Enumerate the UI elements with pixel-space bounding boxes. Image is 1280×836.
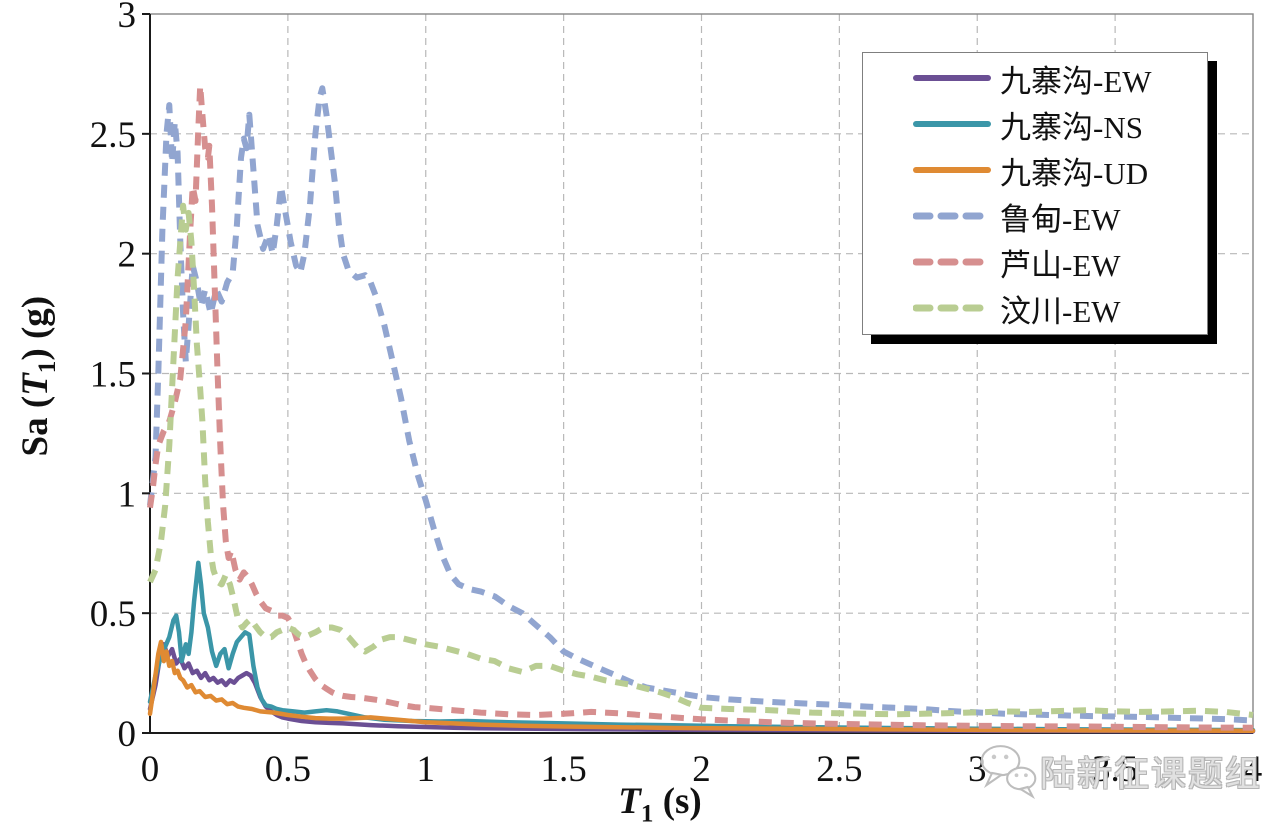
series-芦山-EW xyxy=(147,82,1254,731)
legend-label: 九寨沟-NS xyxy=(1000,109,1143,145)
x-tick-label: 3.5 xyxy=(1092,749,1138,790)
watermark: 陆新征课题组 xyxy=(978,742,1262,800)
dashed-line-sample xyxy=(913,258,991,266)
x-tick-label: 1 xyxy=(417,749,436,790)
y-tick-label: 0 xyxy=(118,714,137,755)
watermark-text: 陆新征课题组 xyxy=(1040,754,1263,794)
x-tick-label: 0.5 xyxy=(265,749,311,790)
legend-item: 九寨沟-NS xyxy=(863,101,1207,147)
legend-item: 芦山-EW xyxy=(863,239,1207,285)
legend-item: 九寨沟-UD xyxy=(863,147,1207,193)
x-axis-title: T1 (s) xyxy=(500,780,820,828)
legend-label: 鲁甸-EW xyxy=(1000,201,1121,237)
legend-item: 九寨沟-EW xyxy=(863,55,1207,101)
series-九寨沟-UD xyxy=(147,639,1256,734)
y-title-variable: T xyxy=(14,373,56,396)
wechat-icon xyxy=(980,745,1037,800)
x-title-unit: (s) xyxy=(653,781,702,822)
series-鲁甸-EW xyxy=(147,85,1254,724)
y-tick-label: 2.5 xyxy=(90,115,136,156)
y-tick-label: 2 xyxy=(118,235,137,276)
y-axis-title: Sa (T1) (g) xyxy=(14,176,62,576)
y-tick-label: 3 xyxy=(118,0,137,36)
y-title-subscript: 1 xyxy=(34,360,62,374)
x-tick-label: 0 xyxy=(141,749,160,790)
legend-label: 九寨沟-EW xyxy=(1000,63,1152,99)
x-tick-label: 1.5 xyxy=(541,749,587,790)
x-title-subscript: 1 xyxy=(640,800,654,828)
x-title-variable: T xyxy=(618,781,641,822)
y-title-prefix: Sa ( xyxy=(14,395,56,457)
y-title-suffix: ) (g) xyxy=(14,295,56,361)
dashed-line-sample xyxy=(913,212,991,220)
x-tick-label: 2.5 xyxy=(816,749,862,790)
x-tick-label: 2 xyxy=(692,749,711,790)
y-tick-label: 0.5 xyxy=(90,594,136,635)
x-tick-label: 4 xyxy=(1244,749,1263,790)
solid-line-sample xyxy=(913,167,991,173)
solid-line-sample xyxy=(913,75,991,81)
legend-label: 芦山-EW xyxy=(1000,247,1121,283)
y-tick-label: 1 xyxy=(118,474,137,515)
solid-line-sample xyxy=(913,121,991,127)
legend-item: 汶川-EW xyxy=(863,285,1207,331)
legend-item: 鲁甸-EW xyxy=(863,193,1207,239)
legend-label: 九寨沟-UD xyxy=(1000,155,1149,191)
legend: 九寨沟-EW 九寨沟-NS 九寨沟-UD 鲁甸-EW 芦山-EW 汶川-EW xyxy=(862,52,1208,335)
series-汶川-EW xyxy=(147,202,1254,718)
dashed-line-sample xyxy=(913,304,991,312)
series-九寨沟-EW xyxy=(147,642,1256,734)
series-九寨沟-NS xyxy=(147,560,1256,733)
y-tick-label: 1.5 xyxy=(90,355,136,396)
legend-label: 汶川-EW xyxy=(1000,293,1121,329)
